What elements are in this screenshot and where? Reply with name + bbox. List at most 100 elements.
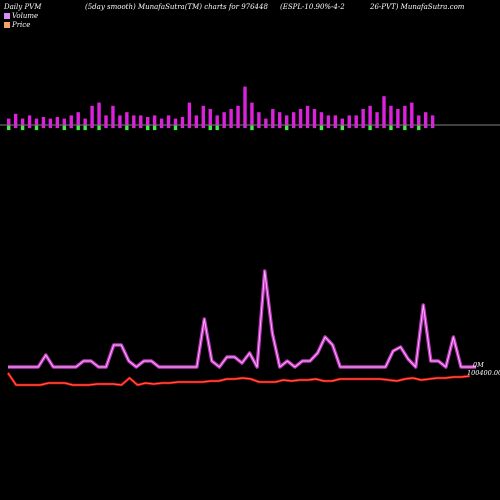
price-line — [6, 372, 470, 387]
volume-bar-lower — [305, 125, 310, 129]
volume-bar — [271, 109, 275, 125]
volume-bar-lower — [76, 125, 80, 131]
volume-bar-lower — [382, 125, 386, 129]
volume-bar — [13, 113, 18, 125]
volume-bar-lower — [194, 125, 199, 129]
volume-bar-lower — [375, 125, 379, 129]
volume-bar — [187, 102, 192, 125]
volume-bar-lower — [139, 125, 143, 129]
volume-bar — [27, 115, 32, 125]
price-axis-label: 100400.00 — [467, 369, 500, 377]
volume-bar-lower — [187, 125, 192, 129]
volume-bar — [208, 109, 212, 125]
volume-bar-lower — [354, 125, 358, 129]
volume-bar — [201, 105, 205, 125]
legend-volume-swatch — [4, 13, 10, 19]
volume-bar — [424, 112, 428, 125]
volume-bar — [180, 117, 185, 125]
volume-bar — [104, 115, 108, 125]
volume-bar — [132, 115, 136, 125]
volume-bar-lower — [285, 125, 289, 131]
volume-bar — [215, 115, 219, 125]
volume-bar — [139, 115, 143, 125]
volume-bar — [278, 112, 282, 125]
legend-volume-label: Volume — [12, 12, 39, 20]
volume-bar — [333, 115, 338, 125]
volume-bar — [159, 118, 164, 125]
volume-bar-lower — [97, 125, 101, 131]
volume-bar-lower — [20, 125, 25, 131]
volume-bar — [152, 115, 157, 125]
volume-bar-lower — [319, 125, 324, 131]
volume-bar-lower — [347, 125, 351, 129]
volume-bar — [264, 118, 268, 125]
volume-bar-lower — [13, 125, 18, 129]
volume-bar — [396, 109, 400, 125]
volume-bar — [375, 112, 379, 125]
volume-bar-lower — [69, 125, 73, 129]
volume-bar-lower — [403, 125, 407, 131]
volume-bar-lower — [257, 125, 261, 129]
volume-bar — [361, 109, 365, 125]
volume-bar-lower — [361, 125, 365, 129]
volume-bar — [319, 112, 324, 125]
chart-title-mid: (5day smooth) MunafaSutra(TM) charts for… — [85, 3, 268, 11]
volume-bar — [90, 105, 94, 125]
volume-bar — [403, 105, 407, 125]
volume-bar-lower — [222, 125, 226, 129]
volume-bar-lower — [48, 125, 53, 129]
volume-bar-lower — [34, 125, 39, 131]
volume-bar-lower — [243, 125, 247, 129]
chart-title-left: Daily PVM — [4, 3, 42, 11]
volume-bar-lower — [250, 125, 254, 131]
volume-bar-lower — [424, 125, 428, 129]
volume-bar-lower — [264, 125, 268, 129]
volume-bar — [48, 118, 53, 125]
volume-bar-lower — [180, 125, 185, 129]
volume-bar-lower — [111, 125, 115, 129]
volume-bar-lower — [340, 125, 344, 131]
volume-bar-lower — [298, 125, 303, 129]
volume-bar — [55, 117, 60, 125]
volume-bar — [312, 109, 317, 125]
volume-bar-lower — [125, 125, 129, 131]
volume-bar-lower — [146, 125, 150, 131]
volume-bar — [354, 115, 358, 125]
volume-bar-lower — [118, 125, 122, 129]
volume-bar-lower — [389, 125, 393, 131]
volume-bar-lower — [229, 125, 233, 129]
volume-bar — [166, 115, 171, 125]
volume-bar-lower — [83, 125, 87, 131]
volume-bar-lower — [27, 125, 32, 129]
volume-bar — [250, 102, 254, 125]
volume-bar — [410, 102, 414, 125]
legend-price-label: Price — [12, 21, 31, 29]
volume-bar-lower — [291, 125, 296, 129]
volume-bar-lower — [62, 125, 66, 131]
price-pvm-lines — [6, 269, 477, 387]
volume-bar-lower — [104, 125, 108, 129]
volume-bar — [76, 112, 80, 125]
volume-bar-lower — [396, 125, 400, 129]
volume-bar-lower — [159, 125, 164, 129]
volume-bar-lower — [55, 125, 60, 129]
volume-bar — [291, 112, 296, 125]
volume-bar — [340, 118, 344, 125]
pvm-line — [8, 270, 477, 368]
volume-bar — [298, 109, 303, 125]
volume-bar — [236, 105, 240, 125]
volume-bar — [146, 117, 150, 125]
volume-bar — [326, 115, 331, 125]
volume-bars — [7, 86, 435, 131]
volume-bar-lower — [132, 125, 136, 129]
volume-bar — [34, 118, 39, 125]
volume-bar-lower — [278, 125, 282, 129]
volume-bar-lower — [152, 125, 157, 131]
volume-bar — [257, 112, 261, 125]
volume-bar — [430, 115, 435, 125]
volume-bar — [389, 105, 393, 125]
volume-bar-lower — [7, 125, 11, 131]
volume-bar-lower — [173, 125, 178, 131]
volume-bar-lower — [41, 125, 46, 129]
